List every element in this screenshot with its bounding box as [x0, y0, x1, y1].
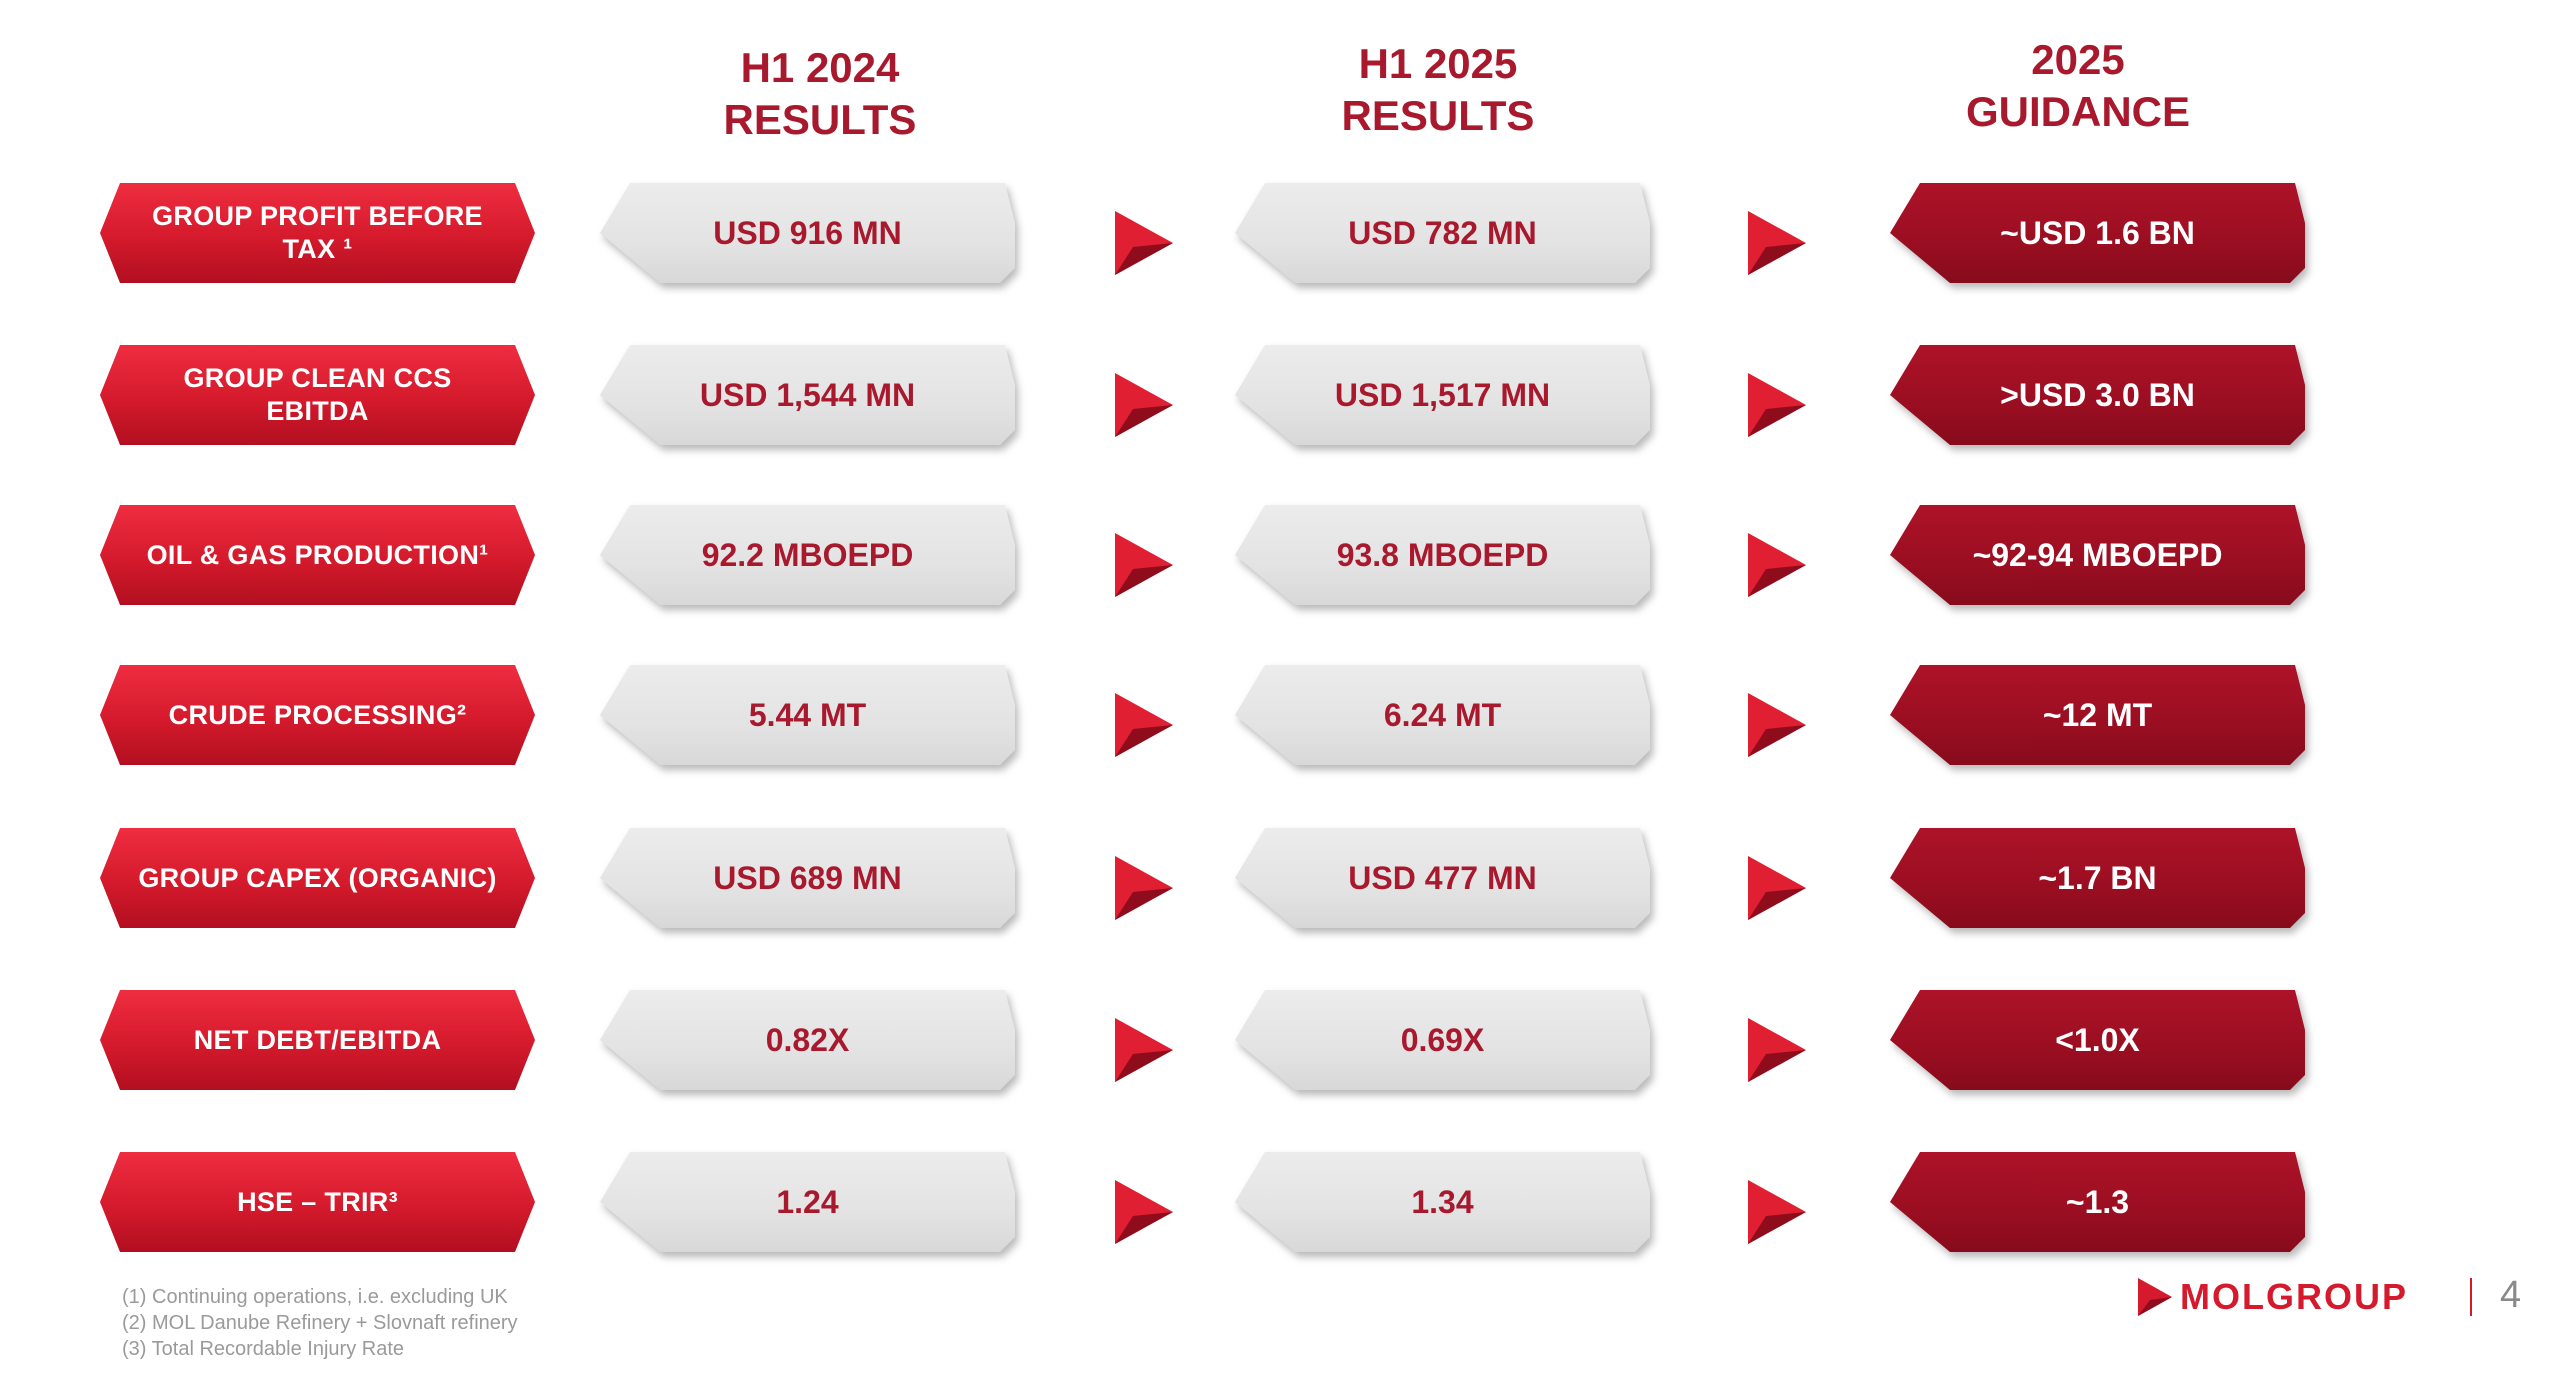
- kpi-label-text: GROUP CAPEX (ORGANIC): [138, 862, 497, 893]
- h1-2024-value-tile: 92.2 MBOEPD: [600, 505, 1015, 605]
- guidance-value-tile: >USD 3.0 BN: [1890, 345, 2305, 445]
- kpi-row: HSE – TRIR³ 1.24 1.34 ~1.3: [0, 1152, 2560, 1252]
- h1-2024-value-tile-value: 92.2 MBOEPD: [600, 505, 1015, 605]
- column-header-line: 2025: [2031, 36, 2125, 83]
- play-triangle-icon: [1748, 856, 1806, 920]
- h1-2024-value-tile-value: USD 689 MN: [600, 828, 1015, 928]
- kpi-row: NET DEBT/EBITDA 0.82X 0.69X <1.0X: [0, 990, 2560, 1090]
- h1-2024-value-tile: 0.82X: [600, 990, 1015, 1090]
- column-header-line: H1 2024: [740, 44, 900, 91]
- h1-2024-value-tile-value: 0.82X: [600, 990, 1015, 1090]
- column-header-h1-2024: H1 2024 RESULTS: [610, 42, 1030, 146]
- guidance-value-tile-value: ~1.7 BN: [1890, 828, 2305, 928]
- column-header-line: GUIDANCE: [1965, 88, 2190, 135]
- column-header-line: RESULTS: [1341, 92, 1535, 139]
- h1-2024-value-tile-value: 1.24: [600, 1152, 1015, 1252]
- page-number: 4: [2500, 1274, 2522, 1316]
- kpi-label: OIL & GAS PRODUCTION¹: [100, 505, 535, 605]
- play-triangle-icon: [1748, 211, 1806, 275]
- guidance-value-tile: <1.0X: [1890, 990, 2305, 1090]
- kpi-row: OIL & GAS PRODUCTION¹ 92.2 MBOEPD 93.8 MBO…: [0, 505, 2560, 605]
- play-triangle-icon: [1115, 1018, 1173, 1082]
- guidance-value-tile-value: >USD 3.0 BN: [1890, 345, 2305, 445]
- h1-2025-value-tile: 6.24 MT: [1235, 665, 1650, 765]
- h1-2024-value-tile: USD 1,544 MN: [600, 345, 1015, 445]
- footnote: (3) Total Recordable Injury Rate: [122, 1338, 404, 1360]
- column-header-line: RESULTS: [723, 96, 917, 143]
- kpi-label-text: NET DEBT/EBITDA: [193, 1024, 442, 1055]
- h1-2025-value-tile-value: USD 782 MN: [1235, 183, 1650, 283]
- h1-2025-value-tile-value: USD 1,517 MN: [1235, 345, 1650, 445]
- h1-2025-value-tile: USD 782 MN: [1235, 183, 1650, 283]
- guidance-value-tile-value: <1.0X: [1890, 990, 2305, 1090]
- h1-2025-value-tile: 93.8 MBOEPD: [1235, 505, 1650, 605]
- play-triangle-icon: [1748, 373, 1806, 437]
- play-triangle-icon: [1115, 211, 1173, 275]
- kpi-row: GROUP CLEAN CCS EBITDA USD 1,544 MN USD 1,…: [0, 345, 2560, 445]
- h1-2024-value-tile-value: USD 916 MN: [600, 183, 1015, 283]
- kpi-label: GROUP CLEAN CCS EBITDA: [100, 345, 535, 445]
- kpi-row: GROUP CAPEX (ORGANIC) USD 689 MN USD 477 M…: [0, 828, 2560, 928]
- h1-2025-value-tile-value: 93.8 MBOEPD: [1235, 505, 1650, 605]
- play-triangle-icon: [1748, 1180, 1806, 1244]
- guidance-value-tile: ~USD 1.6 BN: [1890, 183, 2305, 283]
- h1-2025-value-tile-value: 6.24 MT: [1235, 665, 1650, 765]
- guidance-value-tile-value: ~USD 1.6 BN: [1890, 183, 2305, 283]
- guidance-value-tile-value: ~92-94 MBOEPD: [1890, 505, 2305, 605]
- logo-divider: [2470, 1278, 2472, 1316]
- play-triangle-icon: [1115, 373, 1173, 437]
- kpi-label-text: CRUDE PROCESSING²: [168, 699, 467, 730]
- kpi-label: CRUDE PROCESSING²: [100, 665, 535, 765]
- footnote: (2) MOL Danube Refinery + Slovnaft refin…: [122, 1312, 518, 1334]
- column-header-line: H1 2025: [1358, 40, 1518, 87]
- kpi-row: CRUDE PROCESSING² 5.44 MT 6.24 MT ~12 MT: [0, 665, 2560, 765]
- guidance-value-tile-value: ~1.3: [1890, 1152, 2305, 1252]
- guidance-value-tile: ~12 MT: [1890, 665, 2305, 765]
- h1-2024-value-tile: 1.24: [600, 1152, 1015, 1252]
- kpi-label: HSE – TRIR³: [100, 1152, 535, 1252]
- mol-group-logo: MOLGROUP: [2138, 1275, 2408, 1319]
- guidance-value-tile: ~1.7 BN: [1890, 828, 2305, 928]
- kpi-label: NET DEBT/EBITDA: [100, 990, 535, 1090]
- h1-2024-value-tile: USD 916 MN: [600, 183, 1015, 283]
- play-triangle-icon: [1115, 1180, 1173, 1244]
- play-triangle-icon: [1115, 693, 1173, 757]
- kpi-row: GROUP PROFIT BEFORE TAX ¹ USD 916 MN USD 7…: [0, 183, 2560, 283]
- play-triangle-icon: [1748, 533, 1806, 597]
- mol-triangle-icon: [2138, 1278, 2172, 1316]
- h1-2025-value-tile-value: 0.69X: [1235, 990, 1650, 1090]
- play-triangle-icon: [1748, 1018, 1806, 1082]
- column-header-h1-2025: H1 2025 RESULTS: [1228, 38, 1648, 142]
- h1-2025-value-tile: USD 477 MN: [1235, 828, 1650, 928]
- column-header-guidance: 2025 GUIDANCE: [1868, 34, 2288, 138]
- kpi-label-text: HSE – TRIR³: [237, 1186, 398, 1217]
- h1-2025-value-tile: USD 1,517 MN: [1235, 345, 1650, 445]
- footnote: (1) Continuing operations, i.e. excludin…: [122, 1286, 508, 1308]
- play-triangle-icon: [1748, 693, 1806, 757]
- kpi-label: GROUP CAPEX (ORGANIC): [100, 828, 535, 928]
- kpi-label-text: GROUP CLEAN CCS EBITDA: [183, 363, 452, 426]
- h1-2024-value-tile: 5.44 MT: [600, 665, 1015, 765]
- h1-2024-value-tile-value: 5.44 MT: [600, 665, 1015, 765]
- h1-2025-value-tile-value: 1.34: [1235, 1152, 1650, 1252]
- guidance-value-tile: ~1.3: [1890, 1152, 2305, 1252]
- kpi-label-text: OIL & GAS PRODUCTION¹: [146, 539, 489, 570]
- play-triangle-icon: [1115, 533, 1173, 597]
- play-triangle-icon: [1115, 856, 1173, 920]
- kpi-label: GROUP PROFIT BEFORE TAX ¹: [100, 183, 535, 283]
- kpi-label-text: GROUP PROFIT BEFORE TAX ¹: [152, 201, 483, 264]
- h1-2024-value-tile: USD 689 MN: [600, 828, 1015, 928]
- h1-2024-value-tile-value: USD 1,544 MN: [600, 345, 1015, 445]
- guidance-value-tile-value: ~12 MT: [1890, 665, 2305, 765]
- h1-2025-value-tile: 0.69X: [1235, 990, 1650, 1090]
- h1-2025-value-tile-value: USD 477 MN: [1235, 828, 1650, 928]
- footnotes: (1) Continuing operations, i.e. excludin…: [122, 1284, 518, 1362]
- logo-text: MOLGROUP: [2180, 1276, 2408, 1317]
- guidance-value-tile: ~92-94 MBOEPD: [1890, 505, 2305, 605]
- h1-2025-value-tile: 1.34: [1235, 1152, 1650, 1252]
